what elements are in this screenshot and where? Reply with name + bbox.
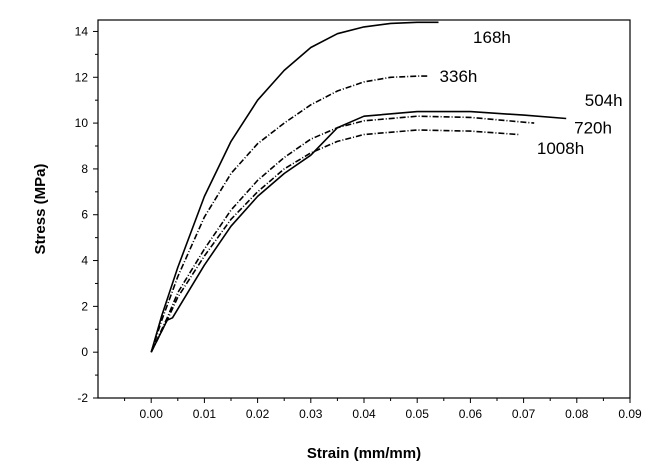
x-tick-label: 0.04	[352, 407, 376, 421]
y-axis-title: Stress (MPa)	[32, 164, 49, 255]
series-label: 336h	[440, 67, 478, 86]
x-tick-label: 0.01	[193, 407, 217, 421]
series-line-168h	[150, 21, 439, 353]
x-tick-label: 0.08	[565, 407, 589, 421]
x-tick-label: 0.03	[299, 407, 323, 421]
series-line-1008h	[150, 129, 519, 353]
series-lines	[150, 21, 567, 353]
series-label: 720h	[574, 118, 612, 137]
y-tick-label: 10	[75, 116, 89, 130]
x-tick-label: 0.05	[406, 407, 430, 421]
x-tick-label: 0.09	[618, 407, 642, 421]
y-tick-label: 12	[75, 70, 89, 84]
y-axis-ticks: -2 0 2 4 6 8 10 12 14	[75, 24, 98, 405]
y-tick-label: -2	[77, 391, 88, 405]
series-label: 168h	[473, 28, 511, 47]
x-axis-title: Strain (mm/mm)	[307, 445, 421, 462]
y-tick-label: 14	[75, 24, 89, 38]
series-annotations: 168h 336h 504h 720h 1008h	[440, 28, 623, 158]
y-tick-label: 6	[81, 208, 88, 222]
y-tick-label: 0	[81, 345, 88, 359]
x-tick-label: 0.00	[140, 407, 164, 421]
x-tick-label: 0.02	[246, 407, 270, 421]
series-label: 1008h	[537, 139, 584, 158]
x-tick-label: 0.07	[512, 407, 536, 421]
series-label: 504h	[585, 91, 623, 110]
series-line-504h	[150, 110, 567, 353]
y-tick-label: 8	[81, 162, 88, 176]
series-line-336h	[150, 75, 428, 353]
y-tick-label: 2	[81, 299, 88, 313]
y-tick-label: 4	[81, 254, 88, 268]
x-tick-label: 0.06	[459, 407, 483, 421]
x-axis-ticks: 0.00 0.01 0.02 0.03 0.04 0.05 0.06 0.07 0.08 0.09	[124, 398, 642, 421]
